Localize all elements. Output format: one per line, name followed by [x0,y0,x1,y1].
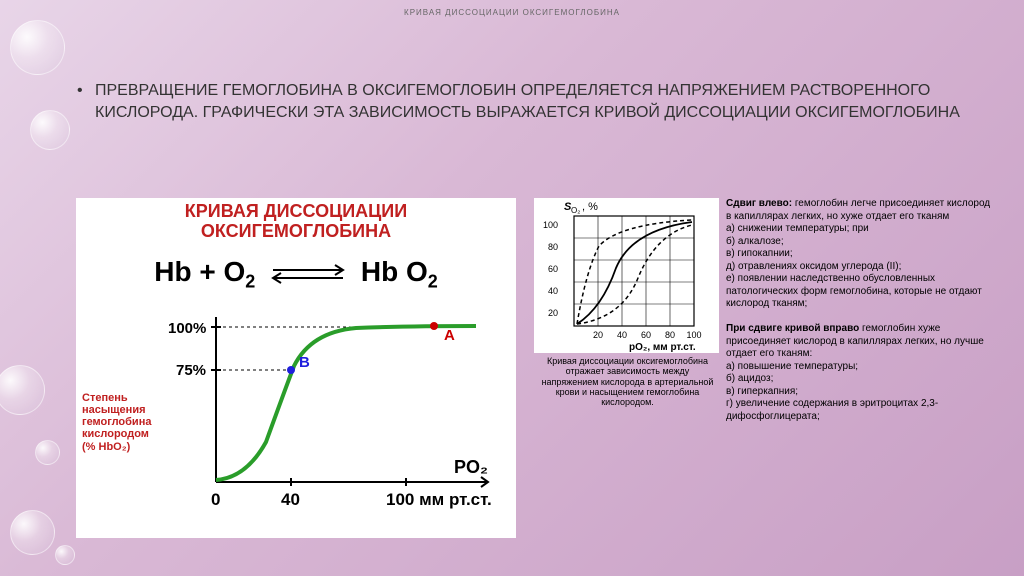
x-tick-40: 40 [281,490,300,510]
x-tick-0: 0 [211,490,220,510]
sl-item-e: е) появлении наследственно обусловленных… [726,273,982,309]
shift-left-title: Сдвиг влево: [726,198,792,209]
eq-sub1: 2 [245,271,255,291]
main-bullet: ПРЕВРАЩЕНИЕ ГЕМОГЛОБИНА В ОКСИГЕМОГЛОБИН… [95,80,984,125]
right-text-block: Сдвиг влево: гемоглобин легче присоединя… [726,198,996,423]
sl-item-d: д) отравлениях оксидом углерода (II); [726,261,901,272]
svg-text:60: 60 [641,330,651,340]
lp-title-1: КРИВАЯ ДИССОЦИАЦИИ [185,201,407,221]
shift-curves-svg: S O₂ , % 100 80 60 40 20 20 40 60 80 100… [534,198,719,353]
svg-text:40: 40 [617,330,627,340]
eq-arrows-icon [263,262,353,284]
eq-right: Hb O [361,256,428,287]
left-chart: A B 100% 75% Степеньнасыщениягемоглобина… [76,292,516,512]
equation: Hb + O2 Hb O2 [76,256,516,293]
right-graph-panel: S O₂ , % 100 80 60 40 20 20 40 60 80 100… [534,198,719,353]
shift-left-block: Сдвиг влево: гемоглобин легче присоединя… [726,198,996,311]
y-tick-75: 75% [176,362,206,379]
svg-text:pO₂, мм рт.ст.: pO₂, мм рт.ст. [629,342,696,353]
eq-left: Hb + O [154,256,245,287]
left-panel: КРИВАЯ ДИССОЦИАЦИИ ОКСИГЕМОГЛОБИНА Hb + … [76,198,516,538]
header-title: КРИВАЯ ДИССОЦИАЦИИ ОКСИГЕМОГЛОБИНА [0,8,1024,17]
y-tick-100: 100% [168,320,206,337]
shift-right-block: При сдвиге кривой вправо гемоглобин хуже… [726,323,996,423]
bubble-decoration [0,365,45,415]
svg-text:60: 60 [548,264,558,274]
sl-item-b: б) алкалозе; [726,236,784,247]
shift-right-title: При сдвиге кривой вправо [726,323,859,334]
point-b-label: B [299,354,310,371]
svg-text:100: 100 [686,330,701,340]
svg-text:40: 40 [548,286,558,296]
sr-item-b: б) ацидоз; [726,373,773,384]
svg-text:, %: , % [582,201,598,213]
svg-text:80: 80 [665,330,675,340]
bubble-decoration [10,510,55,555]
bubble-decoration [10,20,65,75]
svg-text:O₂: O₂ [571,206,580,215]
svg-text:20: 20 [593,330,603,340]
svg-text:100: 100 [543,220,558,230]
sr-item-v: в) гиперкапния; [726,386,798,397]
bubble-decoration [55,545,75,565]
sr-item-a: а) повышение температуры; [726,361,858,372]
x-axis-label: PO₂ [454,457,488,478]
bubble-decoration [35,440,60,465]
sr-item-g: г) увеличение содержания в эритроцитах 2… [726,398,938,422]
y-axis-label: Степеньнасыщениягемоглобинакислородом(% … [82,392,151,452]
x-tick-100: 100 мм рт.ст. [386,490,492,510]
bubble-decoration [30,110,70,150]
right-caption: Кривая диссоциации оксигемоглобина отраж… [540,356,715,408]
svg-text:20: 20 [548,308,558,318]
svg-text:80: 80 [548,242,558,252]
eq-sub2: 2 [428,271,438,291]
lp-title-2: ОКСИГЕМОГЛОБИНА [201,221,391,241]
sl-item-a: а) снижении температуры; при [726,223,869,234]
sl-item-v: в) гипокапнии; [726,248,793,259]
point-a-label: A [444,327,455,344]
